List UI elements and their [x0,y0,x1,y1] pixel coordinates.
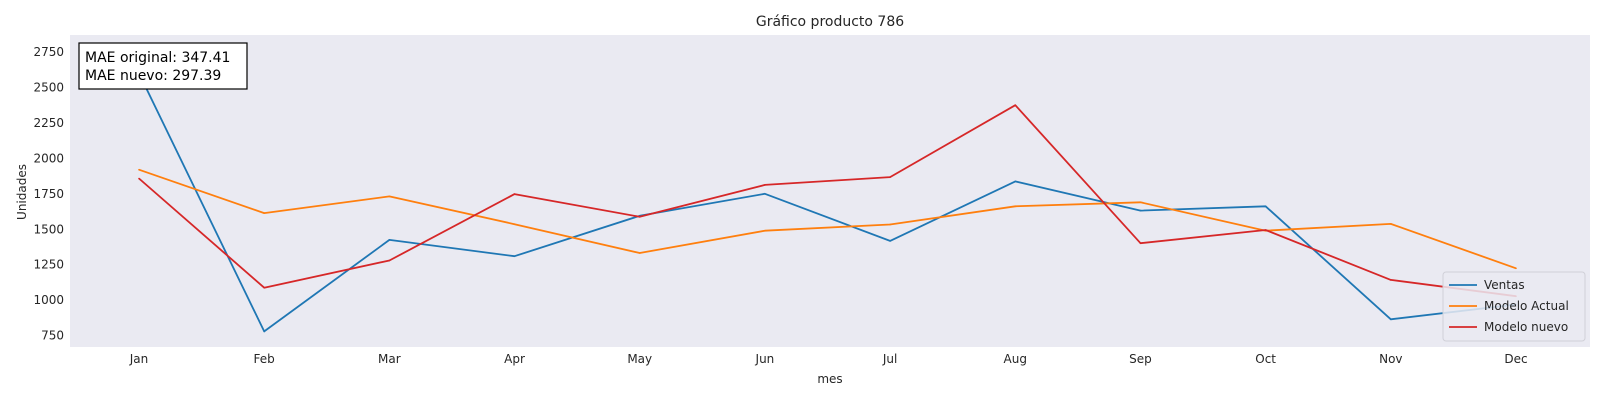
x-tick-label: May [627,352,652,366]
x-tick-label: Jan [129,352,149,366]
x-tick-label: Sep [1129,352,1152,366]
series-line-modelo-nuevo [138,104,1517,298]
chart-title: Gráfico producto 786 [756,14,904,30]
data-point-modelo-actual [638,252,641,254]
y-tick-label: 1500 [33,222,64,236]
y-tick-label: 2750 [33,45,64,59]
legend: Ventas Modelo Actual Modelo nuevo [1442,271,1586,342]
data-point-modelo-nuevo [638,216,641,218]
data-point-ventas [513,255,516,257]
y-tick-label: 2500 [33,80,64,94]
series-line-ventas [138,72,1517,333]
data-point-modelo-actual [513,223,516,225]
annotation-line-2: MAE nuevo: 297.39 [85,68,221,84]
legend-label-modelo-actual: Modelo Actual [1484,299,1569,313]
mae-annotation-box: MAE original: 347.41 MAE nuevo: 297.39 [78,42,248,90]
x-axis-title: mes [817,372,842,386]
data-point-modelo-actual [388,195,391,198]
y-axis-ticks: 750 1000 1250 1500 1750 2000 2250 2500 2750 [33,45,64,343]
x-tick-label: Jun [755,352,775,366]
data-point-modelo-nuevo [889,176,891,178]
y-tick-label: 1250 [33,258,64,272]
data-point-ventas [764,193,766,195]
data-point-modelo-actual [889,223,891,226]
data-point-ventas [1264,205,1267,208]
data-point-modelo-actual [1014,205,1017,208]
data-point-ventas [1390,318,1392,321]
data-point-modelo-nuevo [138,177,140,180]
data-point-modelo-nuevo [1139,242,1142,244]
x-tick-label: Dec [1504,352,1527,366]
data-point-modelo-actual [1139,201,1142,204]
plot-background [70,35,1590,347]
y-tick-label: 1000 [33,293,64,307]
x-tick-label: Apr [504,352,525,366]
data-point-modelo-nuevo [1390,279,1392,281]
data-point-ventas [388,239,391,241]
y-tick-label: 1750 [33,187,64,201]
data-point-modelo-actual [764,229,766,232]
annotation-line-1: MAE original: 347.41 [85,50,230,66]
x-axis-ticks: Jan Feb Mar Apr May Jun Jul Aug Sep Oct Nov Dec [129,352,1528,366]
x-tick-label: Nov [1379,352,1402,366]
data-point-modelo-actual [1515,267,1517,270]
data-point-modelo-actual [1390,223,1392,225]
series-line-modelo-actual [138,168,1517,270]
data-point-modelo-actual [138,168,140,171]
x-tick-label: Mar [378,352,401,366]
data-point-modelo-nuevo [764,184,766,186]
data-point-ventas [1139,209,1142,212]
annotation-frame [78,42,248,90]
data-point-modelo-nuevo [1264,229,1267,231]
x-tick-label: Oct [1255,352,1276,366]
legend-frame [1442,271,1586,342]
x-tick-label: Feb [254,352,275,366]
y-tick-label: 2250 [33,116,64,130]
x-tick-label: Aug [1004,352,1027,366]
data-point-ventas [889,240,891,242]
series-lines [138,72,1517,333]
x-tick-label: Jul [882,352,897,366]
data-point-ventas [1014,180,1017,183]
data-point-modelo-nuevo [263,286,266,289]
data-point-modelo-actual [263,212,266,214]
data-point-ventas [263,330,266,333]
data-point-modelo-nuevo [1014,104,1017,106]
y-tick-label: 750 [41,329,64,343]
legend-label-ventas: Ventas [1484,278,1525,292]
data-point-modelo-nuevo [513,193,516,195]
data-point-modelo-nuevo [388,259,391,262]
y-axis-title: Unidades [15,164,29,220]
legend-label-modelo-nuevo: Modelo nuevo [1484,320,1568,334]
y-tick-label: 2000 [33,151,64,165]
